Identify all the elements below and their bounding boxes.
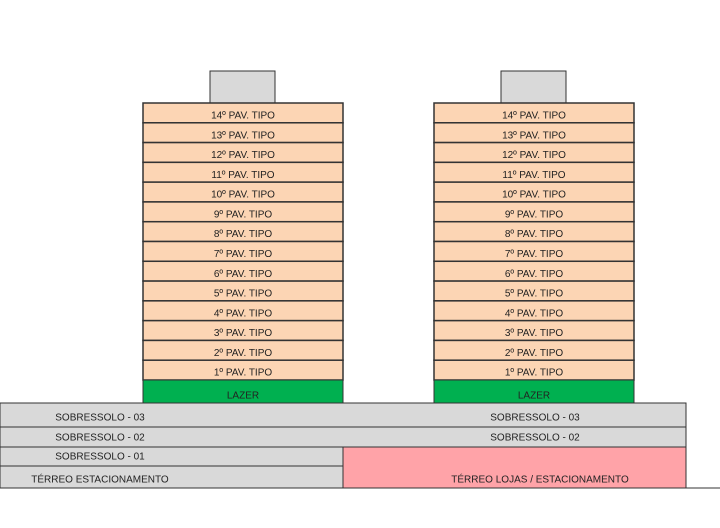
floor-label: 10º PAV. TIPO: [502, 190, 566, 201]
floor-label: 1º PAV. TIPO: [505, 368, 564, 379]
roof-box: [209, 70, 276, 104]
amenity-label: LAZER: [227, 391, 259, 402]
level-label: SOBRESSOLO - 01: [55, 452, 145, 463]
floor-label: 11º PAV. TIPO: [502, 170, 565, 181]
level-label: SOBRESSOLO - 03: [490, 413, 580, 424]
floor-label: 8º PAV. TIPO: [214, 229, 273, 240]
floor-label: 6º PAV. TIPO: [214, 269, 273, 280]
floor-label: 11º PAV. TIPO: [211, 170, 274, 181]
floor-label: 2º PAV. TIPO: [214, 348, 273, 359]
level: [0, 446, 344, 467]
shops-level: [342, 446, 687, 489]
floor-label: 7º PAV. TIPO: [505, 249, 564, 260]
floor-label: 13º PAV. TIPO: [502, 130, 566, 141]
floor-label: 6º PAV. TIPO: [505, 269, 564, 280]
level-label: TÉRREO LOJAS / ESTACIONAMENTO: [451, 473, 629, 486]
level-label: TÉRREO ESTACIONAMENTO: [31, 473, 169, 486]
level-label: SOBRESSOLO - 02: [490, 433, 580, 444]
floor-label: 4º PAV. TIPO: [214, 308, 273, 319]
roof-box: [500, 70, 567, 104]
floor-label: 9º PAV. TIPO: [505, 209, 564, 220]
level-label: SOBRESSOLO - 03: [55, 413, 145, 424]
floor-label: 12º PAV. TIPO: [211, 150, 275, 161]
floor-label: 14º PAV. TIPO: [211, 111, 275, 122]
floor-label: 4º PAV. TIPO: [505, 308, 564, 319]
amenity-label: LAZER: [518, 391, 550, 402]
level: [0, 402, 687, 428]
floor-label: 10º PAV. TIPO: [211, 190, 275, 201]
floor-label: 1º PAV. TIPO: [214, 368, 273, 379]
floor-label: 5º PAV. TIPO: [505, 289, 564, 300]
floor-label: 2º PAV. TIPO: [505, 348, 564, 359]
floor-label: 12º PAV. TIPO: [502, 150, 566, 161]
floor-label: 14º PAV. TIPO: [502, 111, 566, 122]
floor-label: 3º PAV. TIPO: [214, 328, 273, 339]
floor-label: 7º PAV. TIPO: [214, 249, 273, 260]
floor-label: 5º PAV. TIPO: [214, 289, 273, 300]
floor-label: 13º PAV. TIPO: [211, 130, 275, 141]
floor-label: 3º PAV. TIPO: [505, 328, 564, 339]
level-label: SOBRESSOLO - 02: [55, 433, 145, 444]
floor-label: 8º PAV. TIPO: [505, 229, 564, 240]
floor-label: 9º PAV. TIPO: [214, 209, 273, 220]
